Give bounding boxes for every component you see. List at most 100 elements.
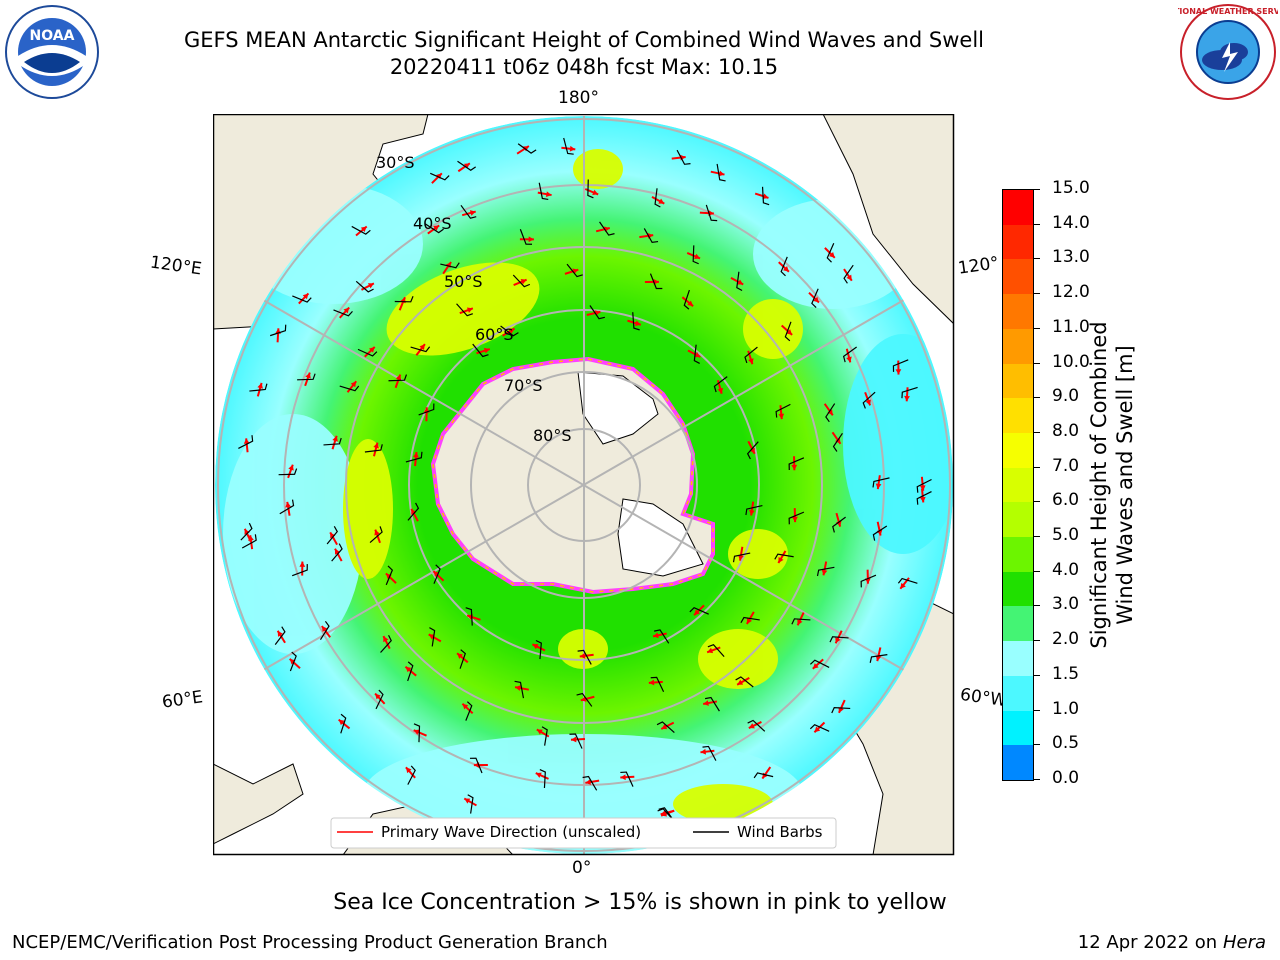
- wave-arrow-head: [457, 653, 463, 659]
- lon-label-60w: 60°W: [958, 684, 1009, 712]
- wave-arrow-head: [700, 748, 706, 755]
- colorbar-tick-label: 2.0: [1052, 629, 1080, 650]
- wave-arrow-head: [875, 655, 882, 662]
- colorbar-tick-label: 12.0: [1052, 282, 1090, 303]
- wind-barb: [394, 296, 414, 303]
- wave-arrow-head: [305, 372, 311, 379]
- wind-barb: [297, 373, 316, 381]
- nws-logo: NATIONAL WEATHER SERVICE: [1178, 4, 1278, 100]
- lon-label-60e: 60°E: [160, 687, 205, 713]
- footer-branch: NCEP/EMC/Verification Post Processing Pr…: [12, 932, 608, 953]
- wave-arrow-head: [829, 252, 835, 258]
- wave-arrow-head: [620, 774, 626, 781]
- wind-barb: [465, 607, 473, 626]
- wind-barb: [811, 288, 819, 309]
- wave-arrow-head: [919, 485, 926, 491]
- wind-barb: [333, 309, 353, 317]
- colorbar-tick-mark: [1034, 223, 1040, 225]
- wind-barbs: [238, 137, 932, 822]
- wave-arrow-head: [738, 554, 744, 561]
- colorbar-tick-mark: [1034, 744, 1040, 746]
- colorbar-segment: [1003, 537, 1033, 572]
- wave-arrow-head: [532, 644, 539, 650]
- wave-arrow-head: [687, 300, 694, 307]
- wind-barb: [340, 713, 347, 734]
- wind-barb: [538, 182, 549, 201]
- colorbar-tick-mark: [1034, 674, 1040, 676]
- wind-barb: [323, 437, 342, 446]
- colorbar-tick-label: 9.0: [1052, 386, 1080, 407]
- wave-arrow-head: [827, 409, 833, 416]
- wind-barb: [500, 325, 519, 337]
- wind-barb: [289, 651, 297, 672]
- wind-barb: [745, 504, 763, 516]
- colorbar-segment: [1003, 467, 1033, 503]
- colorbar-tick-mark: [1034, 570, 1040, 572]
- wind-barb: [512, 274, 531, 288]
- wind-barb: [654, 188, 661, 208]
- wind-barb: [692, 245, 699, 265]
- wave-arrow-head: [694, 351, 701, 358]
- lat-label-40s: 40°S: [413, 214, 452, 233]
- colorbar-tick-mark: [1034, 327, 1040, 329]
- wind-barb: [643, 228, 659, 244]
- wind-barb: [707, 643, 725, 658]
- wave-arrow-head: [466, 307, 473, 313]
- wave-arrow-head: [718, 170, 725, 177]
- colorbar-tick-label: 15.0: [1052, 178, 1090, 198]
- colorbar-segment: [1003, 398, 1033, 433]
- wind-barb: [541, 726, 548, 746]
- colorbar-segment: [1003, 328, 1033, 364]
- wind-barb: [566, 263, 583, 278]
- wind-barb: [519, 229, 533, 245]
- colorbar-tick-mark: [1034, 397, 1040, 399]
- wave-arrow-head: [634, 320, 641, 326]
- wind-barb: [860, 574, 877, 588]
- colorbar-tick-label: 0.5: [1052, 733, 1080, 754]
- wind-barb: [278, 468, 298, 476]
- colorbar-tick-mark: [1034, 605, 1040, 607]
- colorbar-tick-mark: [1034, 258, 1040, 260]
- wind-barb: [753, 772, 774, 779]
- wave-arrow-head: [464, 798, 471, 804]
- wind-barb: [736, 271, 743, 292]
- wind-barb: [292, 295, 312, 303]
- wind-barb: [735, 676, 754, 688]
- wave-arrow-head: [285, 501, 291, 508]
- colorbar-tick-mark: [1034, 189, 1040, 190]
- wind-barb: [410, 346, 431, 353]
- wave-arrow-head: [569, 145, 576, 152]
- colorbar-tick-label: 14.0: [1052, 212, 1090, 233]
- lat-label-50s: 50°S: [444, 272, 483, 291]
- wave-arrow-head: [368, 346, 375, 353]
- wind-barb: [469, 757, 483, 774]
- wind-barb: [689, 606, 709, 615]
- wind-barb: [326, 526, 338, 545]
- wave-arrow-head: [419, 344, 425, 351]
- wave-arrow-head: [383, 636, 389, 643]
- colorbar-tick-mark: [1034, 293, 1040, 295]
- wind-barb: [430, 172, 450, 181]
- colorbar-tick-mark: [1034, 709, 1040, 711]
- colorbar-tick-label: 1.0: [1052, 698, 1080, 719]
- wave-arrow-head: [374, 529, 380, 536]
- wind-barb: [901, 386, 918, 399]
- nws-logo-text: NATIONAL WEATHER SERVICE: [1178, 7, 1278, 16]
- wind-barb: [816, 566, 835, 577]
- wave-arrow-head: [786, 329, 793, 335]
- wave-arrow-head: [411, 508, 417, 515]
- wave-arrow-head: [748, 723, 755, 729]
- wave-arrow-head: [813, 296, 819, 303]
- wave-arrow-head: [321, 626, 328, 632]
- wind-barb: [747, 719, 766, 732]
- map-legend: Primary Wave Direction (unscaled) Wind B…: [330, 817, 837, 849]
- wind-barb: [649, 273, 663, 290]
- wave-arrow-head: [749, 509, 755, 516]
- lon-label-180: 180°: [558, 88, 599, 108]
- wave-arrow-head: [653, 279, 659, 285]
- legend-wind-barbs: Wind Barbs: [737, 823, 823, 841]
- wave-arrow-head: [661, 724, 668, 730]
- colorbar-label-line2: Wind Waves and Swell [m]: [1113, 345, 1137, 625]
- wind-barb: [582, 775, 598, 791]
- wind-barb: [407, 765, 416, 785]
